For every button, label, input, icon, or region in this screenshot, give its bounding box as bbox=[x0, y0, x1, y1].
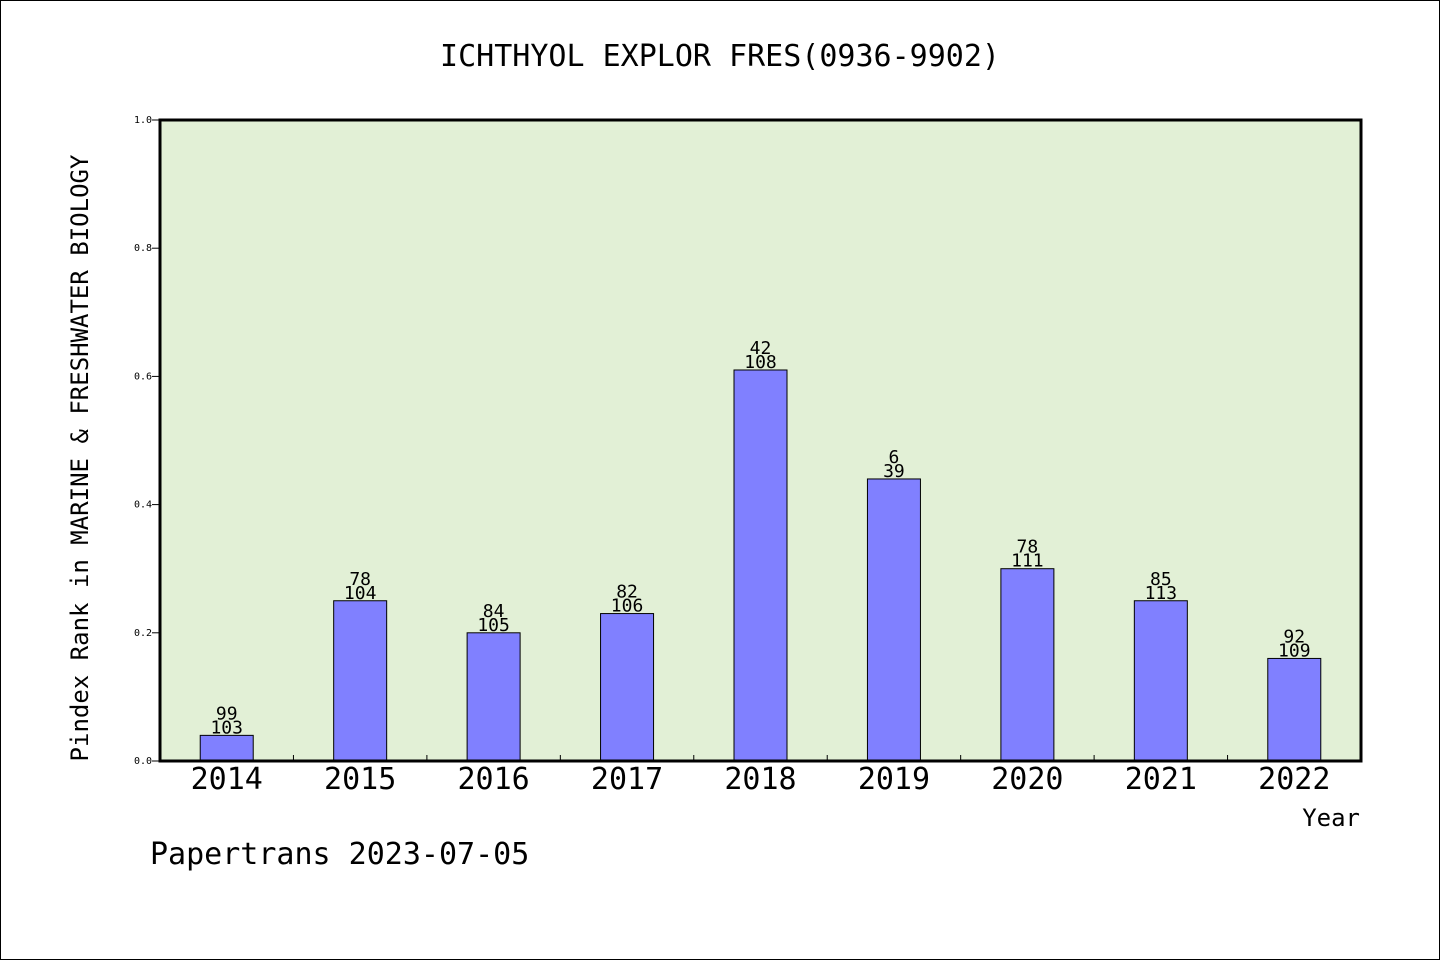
bar-total-label: 103 bbox=[210, 717, 243, 738]
chart-title: ICHTHYOL EXPLOR FRES(0936-9902) bbox=[440, 39, 1000, 74]
bar-rank-label: 85 bbox=[1150, 569, 1172, 590]
bar bbox=[733, 369, 788, 762]
data-labels-group: 9910378104841058210642108639781118511392… bbox=[210, 338, 1310, 738]
x-tick-label: 2021 bbox=[1125, 762, 1197, 797]
bar-total-label: 111 bbox=[1011, 551, 1044, 572]
bar-total-label: 105 bbox=[477, 615, 510, 636]
y-axis-label: Pindex Rank in MARINE & FRESHWATER BIOLO… bbox=[66, 154, 94, 761]
bars-group bbox=[199, 369, 1322, 762]
bar-total-label: 109 bbox=[1278, 640, 1311, 661]
x-tick-label: 2019 bbox=[858, 762, 930, 797]
x-tick-label: 2015 bbox=[324, 762, 396, 797]
x-axis-ticks: 2014 2015 2016 2017 2018 2019 2020 2021 2022 bbox=[191, 755, 1330, 797]
x-axis-label: Year bbox=[1302, 804, 1360, 832]
bar bbox=[600, 613, 655, 762]
bar-rank-label: 6 bbox=[889, 447, 900, 468]
bar bbox=[1133, 600, 1188, 762]
bar-rank-label: 84 bbox=[483, 601, 505, 622]
y-tick-label: 0.4 bbox=[134, 500, 152, 511]
x-tick-label: 2020 bbox=[991, 762, 1063, 797]
y-tick-label: 0.8 bbox=[134, 243, 152, 254]
y-tick-label: 0.2 bbox=[134, 628, 152, 639]
bar-total-label: 108 bbox=[744, 352, 777, 373]
bar-total-label: 39 bbox=[883, 461, 905, 482]
footer-credit: Papertrans 2023-07-05 bbox=[150, 837, 529, 872]
bar-rank-label: 42 bbox=[750, 338, 772, 359]
bar bbox=[199, 734, 254, 762]
plot-border bbox=[158, 118, 1363, 763]
bar-total-label: 106 bbox=[611, 596, 644, 617]
y-tick-label: 1.0 bbox=[134, 115, 152, 126]
x-tick-label: 2022 bbox=[1258, 762, 1330, 797]
bar bbox=[1000, 568, 1055, 762]
x-tick-label: 2014 bbox=[191, 762, 263, 797]
bar-total-label: 104 bbox=[344, 583, 377, 604]
bar-rank-label: 99 bbox=[216, 703, 238, 724]
bar bbox=[866, 478, 921, 762]
bar-rank-label: 92 bbox=[1283, 626, 1305, 647]
y-axis-ticks: 0.0 0.2 0.4 0.6 0.8 1.0 bbox=[134, 115, 160, 767]
bar-rank-label: 78 bbox=[1017, 537, 1039, 558]
bar bbox=[1267, 657, 1322, 762]
bar-rank-label: 78 bbox=[349, 569, 371, 590]
y-tick-label: 0.0 bbox=[134, 756, 152, 767]
x-tick-label: 2016 bbox=[457, 762, 529, 797]
bar bbox=[333, 600, 388, 762]
bar bbox=[466, 632, 521, 762]
x-tick-label: 2018 bbox=[724, 762, 796, 797]
y-tick-label: 0.6 bbox=[134, 371, 152, 382]
x-tick-label: 2017 bbox=[591, 762, 663, 797]
bar-rank-label: 82 bbox=[616, 582, 638, 603]
bar-total-label: 113 bbox=[1145, 583, 1178, 604]
